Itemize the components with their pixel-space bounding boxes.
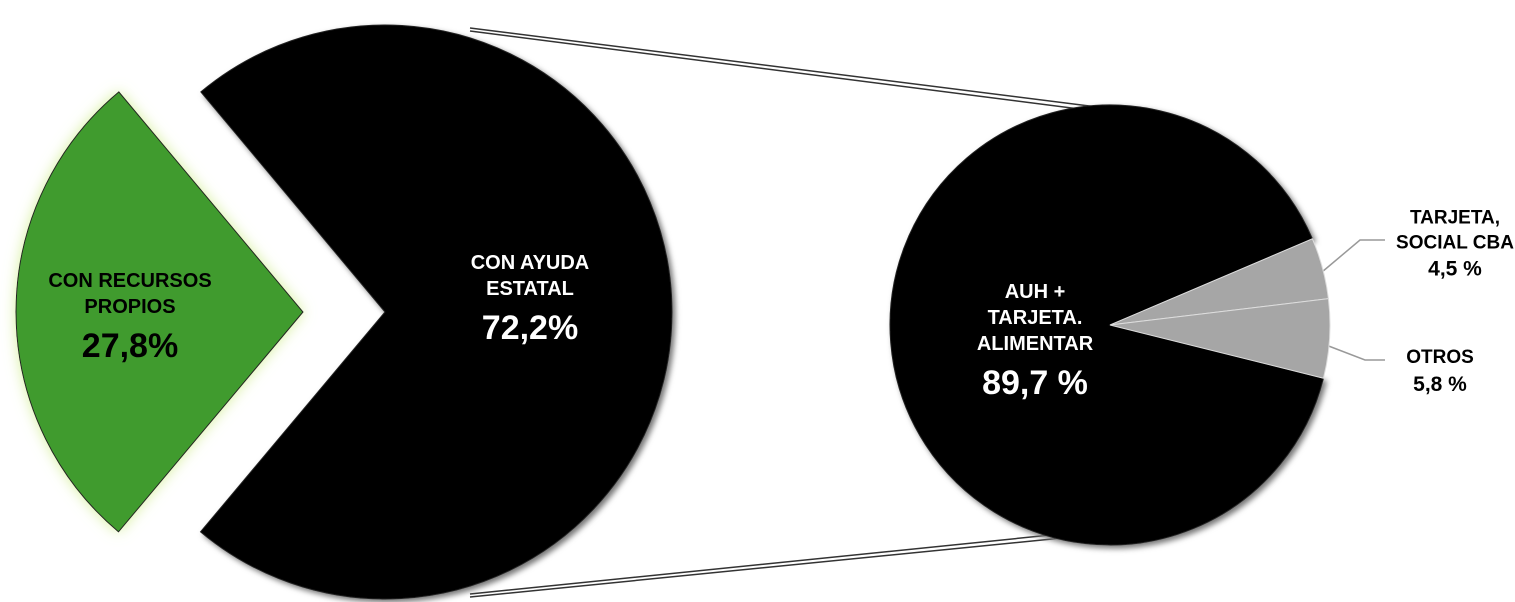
category-label: AUH + TARJETA. ALIMENTAR bbox=[976, 280, 1094, 355]
slice-label: OTROS 5,8 % bbox=[1385, 346, 1495, 398]
value-label: 4,5 % bbox=[1428, 258, 1482, 282]
slice-label: CON AYUDA ESTATAL 72,2% bbox=[443, 250, 618, 350]
leader-line bbox=[1321, 239, 1385, 273]
connectors bbox=[469, 27, 1385, 598]
slice-label: CON RECURSOS PROPIOS 27,8% bbox=[30, 268, 230, 368]
connector-bottom bbox=[469, 528, 1113, 598]
pie-slice bbox=[199, 24, 673, 600]
category-label: OTROS bbox=[1406, 347, 1474, 369]
category-label: TARJETA, SOCIAL CBA bbox=[1396, 207, 1514, 254]
value-label: 27,8% bbox=[81, 326, 179, 365]
category-label: CON RECURSOS PROPIOS bbox=[48, 269, 212, 318]
category-label: CON AYUDA ESTATAL bbox=[470, 251, 590, 300]
value-label: 89,7 % bbox=[982, 363, 1088, 402]
pie-slice bbox=[1109, 298, 1331, 379]
value-label: 72,2% bbox=[481, 308, 579, 347]
slice-label: TARJETA, SOCIAL CBA 4,5 % bbox=[1390, 207, 1515, 284]
leader-line bbox=[1325, 344, 1385, 361]
pie-slice bbox=[15, 91, 304, 533]
pie-slice bbox=[889, 104, 1325, 546]
slice-label: AUH + TARJETA. ALIMENTAR 89,7 % bbox=[965, 279, 1105, 405]
connector-top bbox=[469, 27, 1146, 118]
value-label: 5,8 % bbox=[1413, 372, 1467, 396]
